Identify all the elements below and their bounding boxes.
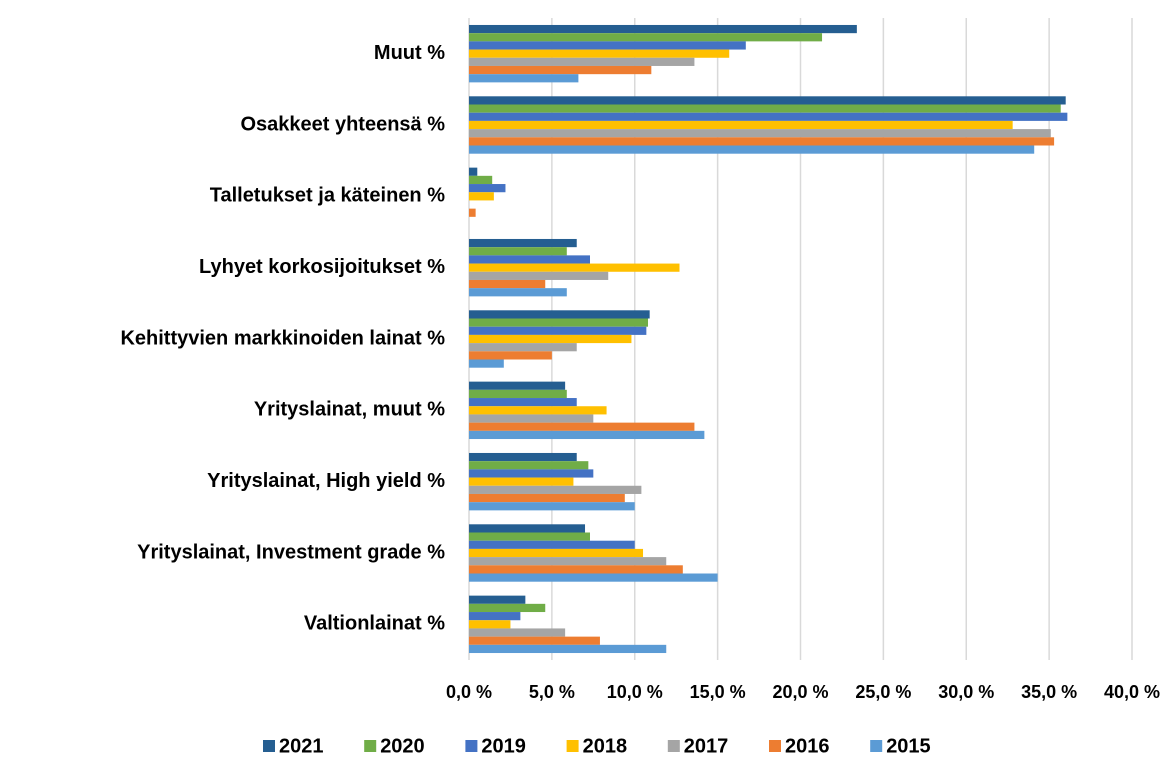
bar [469, 414, 594, 423]
bar [469, 33, 823, 42]
legend-label: 2016 [785, 735, 830, 757]
bar [469, 359, 504, 368]
bar [469, 636, 600, 645]
x-tick-label: 15,0 % [690, 682, 746, 702]
legend-swatch [364, 740, 377, 752]
bar [469, 430, 705, 440]
bar [469, 540, 635, 549]
bar [469, 620, 511, 629]
bar [469, 461, 589, 470]
category-label: Yrityslainat, Investment grade % [137, 541, 445, 563]
bar [469, 422, 695, 431]
legend-swatch [769, 740, 781, 752]
bar [469, 310, 650, 319]
bar [469, 389, 567, 399]
bar [469, 381, 566, 390]
category-label: Muut % [374, 42, 445, 64]
bar [469, 129, 1051, 138]
bar [469, 524, 586, 533]
category-label: Lyhyet korkosijoitukset % [199, 256, 445, 278]
x-tick-label: 30,0 % [938, 682, 994, 702]
legend-swatch [667, 740, 680, 752]
bar [469, 271, 609, 280]
legend-label: 2015 [886, 735, 931, 757]
category-label: Yrityslainat, muut % [254, 399, 445, 421]
bar [469, 644, 667, 654]
legend-label: 2017 [684, 735, 729, 757]
bar [469, 565, 683, 574]
bar [469, 288, 567, 297]
bar [469, 548, 644, 558]
bar [469, 96, 1066, 105]
bar [469, 532, 590, 541]
bar [469, 595, 526, 604]
bar [469, 104, 1061, 113]
bar [469, 49, 730, 58]
bar [469, 557, 667, 566]
legend-swatch [566, 740, 579, 752]
legend-label: 2019 [481, 735, 526, 757]
bar [469, 137, 1055, 146]
bar [469, 334, 632, 344]
x-tick-label: 10,0 % [607, 682, 663, 702]
bar [469, 208, 476, 217]
bar [469, 184, 506, 193]
bar [469, 452, 577, 462]
legend-swatch [870, 740, 883, 752]
legend-swatch [263, 740, 275, 752]
category-label: Yrityslainat, High yield % [207, 470, 445, 492]
bar [469, 477, 574, 486]
bar [469, 343, 577, 352]
bar [469, 398, 577, 407]
x-tick-label: 35,0 % [1021, 682, 1077, 702]
bar [469, 175, 493, 185]
bar [469, 493, 625, 503]
x-tick-label: 20,0 % [772, 682, 828, 702]
x-tick-label: 40,0 % [1104, 682, 1160, 702]
bar [469, 120, 1013, 130]
bar [469, 255, 590, 264]
bar [469, 74, 579, 83]
bar [469, 24, 857, 34]
bar [469, 192, 494, 201]
bar [469, 279, 546, 289]
bar [469, 41, 746, 50]
bar [469, 603, 546, 613]
category-label: Osakkeet yhteensä % [240, 113, 445, 135]
bar [469, 263, 680, 272]
legend-label: 2020 [380, 735, 425, 757]
bar [469, 145, 1035, 154]
bar [469, 351, 552, 360]
legend-label: 2021 [279, 735, 324, 757]
legend-label: 2018 [583, 735, 628, 757]
bar [469, 247, 567, 256]
bar [469, 326, 647, 335]
bar [469, 485, 642, 494]
bar [469, 167, 478, 176]
category-label: Valtionlainat % [304, 613, 445, 635]
bar [469, 628, 566, 637]
bar [469, 238, 577, 248]
bar [469, 573, 718, 582]
bar [469, 57, 695, 66]
category-label: Kehittyvien markkinoiden lainat % [120, 327, 445, 349]
x-tick-label: 0,0 % [446, 682, 492, 702]
bar [469, 318, 649, 327]
bar [469, 406, 607, 415]
bar [469, 502, 635, 511]
legend-swatch [465, 740, 478, 752]
bar [469, 469, 594, 478]
bar [469, 65, 652, 75]
bar [469, 612, 521, 621]
x-tick-label: 25,0 % [855, 682, 911, 702]
category-label: Talletukset ja käteinen % [210, 185, 445, 207]
bar [469, 112, 1068, 121]
x-tick-label: 5,0 % [529, 682, 575, 702]
